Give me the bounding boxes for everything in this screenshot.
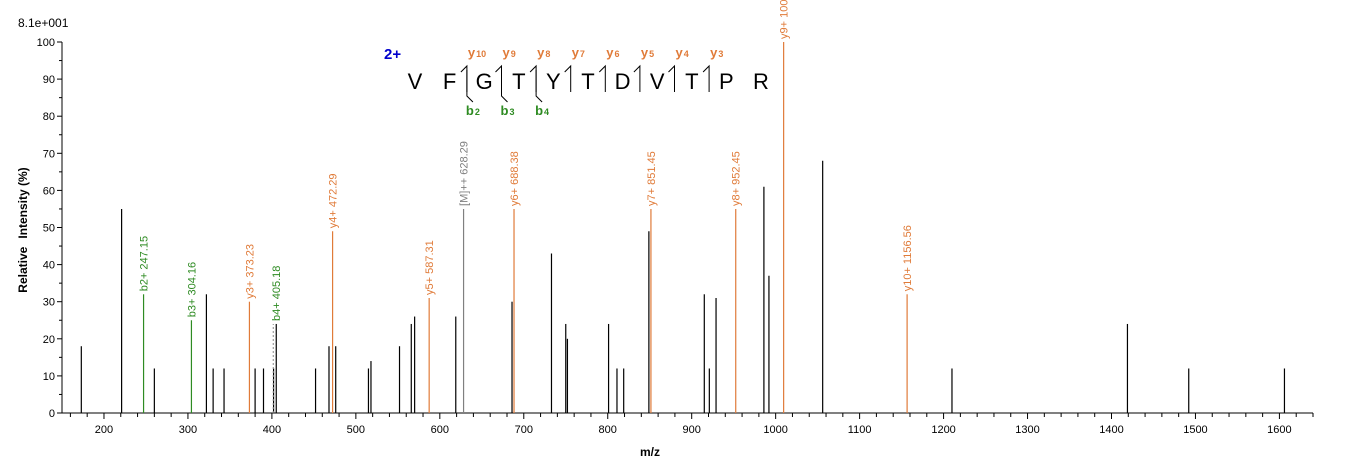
intensity-scale-label: 8.1e+001 (18, 16, 69, 30)
y-tick-label: 20 (43, 334, 55, 346)
y-tick-label: 100 (37, 37, 55, 49)
x-tick-label: 1600 (1267, 424, 1291, 436)
peak-label: y7+ 851.45 (646, 151, 658, 206)
sequence-letter: P (719, 69, 734, 94)
sequence-letter: T (685, 69, 698, 94)
peaks-layer (80, 160, 1286, 413)
svg-text:RelativeIntensity (%): Relative Intensity (%) (16, 167, 30, 292)
sequence-letter: R (753, 69, 769, 94)
b-ion-bracket (535, 70, 543, 103)
peak-label: y5+ 587.31 (424, 240, 436, 295)
x-tick-label: 1100 (848, 424, 872, 436)
peak-label: b4+ 405.18 (271, 266, 283, 321)
b-ion-label: b3 (501, 103, 515, 118)
y-tick-label: 60 (43, 185, 55, 197)
sequence-letter: F (443, 69, 456, 94)
y-ion-bracket (633, 64, 641, 92)
y-tick-label: 40 (43, 260, 55, 272)
sequence-letter: V (650, 69, 665, 94)
b-ion-bracket (466, 70, 474, 103)
b-ion-bracket (501, 70, 508, 103)
axes: 0 10 20 30 40 50 60 70 80 90 100 200 300 400 500 600 700… (37, 37, 1314, 436)
x-tick-label: 400 (263, 424, 281, 436)
y-tick-label: 30 (43, 297, 55, 309)
peak-label: [M]++ 628.29 (459, 141, 471, 206)
peak-label: y6+ 688.38 (509, 151, 521, 206)
x-tick-label: 1000 (763, 424, 787, 436)
y-ion-label: y9 (503, 45, 516, 60)
y-ion-label: y7 (572, 45, 585, 60)
x-tick-label: 700 (515, 424, 533, 436)
x-tick-label: 200 (95, 424, 113, 436)
peak-label: y10+ 1156.56 (902, 225, 914, 291)
y-axis-title: Relative Intensity (%) (16, 167, 30, 292)
y-ion-bracket (564, 64, 572, 92)
y-tick-label: 0 (49, 408, 55, 420)
sequence-letter: V (408, 69, 423, 94)
y-ion-bracket (495, 64, 502, 92)
y-tick-label: 10 (43, 371, 55, 383)
y-tick-label: 70 (43, 148, 55, 160)
y-ion-bracket (598, 64, 606, 92)
annotated-peaks-layer: b2+ 247.15 b3+ 304.16 b4+ 405.18 y3+ 373.23… (139, 0, 914, 413)
y-ion-label: y4 (676, 45, 689, 60)
y-ion-label: y3 (710, 45, 723, 60)
sequence-letter: T (581, 69, 594, 94)
peak-label: y3+ 373.23 (244, 244, 256, 299)
sequence-letter: D (615, 69, 631, 94)
y-axis-title-part2: Intensity (%) (16, 167, 30, 238)
x-tick-label: 1400 (1099, 424, 1123, 436)
x-tick-label: 900 (683, 424, 701, 436)
y-ion-bracket (529, 64, 537, 92)
x-tick-label: 1300 (1015, 424, 1039, 436)
x-tick-label: 1500 (1183, 424, 1207, 436)
b-ion-label: b4 (535, 103, 549, 118)
y-tick-label: 80 (43, 111, 55, 123)
y-ion-label: y8 (537, 45, 550, 60)
x-tick-label: 800 (599, 424, 617, 436)
peak-label: y4+ 472.29 (328, 173, 340, 228)
peak-label: b3+ 304.16 (186, 262, 198, 317)
peak-label: b2+ 247.15 (139, 236, 151, 291)
y-ion-bracket (460, 64, 468, 92)
y-tick-label: 90 (43, 74, 55, 86)
sequence-letter: T (512, 69, 525, 94)
y-axis-title-part1: Relative (16, 246, 30, 292)
sequence-letter: G (476, 69, 493, 94)
x-tick-label: 600 (431, 424, 449, 436)
peak-label: y9+ 1009.5 (779, 0, 791, 39)
x-tick-label: 1200 (931, 424, 955, 436)
peak-label: y8+ 952.45 (731, 151, 743, 206)
x-tick-label: 300 (179, 424, 197, 436)
y-tick-label: 50 (43, 223, 55, 235)
x-tick-label: 500 (347, 424, 365, 436)
y-ion-bracket (702, 64, 710, 92)
y-ion-label: y10 (468, 45, 486, 60)
sequence-letter: Y (546, 69, 561, 94)
charge-state: 2+ (384, 46, 401, 63)
y-ion-bracket (668, 64, 675, 92)
x-axis-title: m/z (640, 445, 660, 459)
y-ion-label: y6 (606, 45, 619, 60)
y-ion-label: y5 (641, 45, 654, 60)
b-ion-label: b2 (466, 103, 480, 118)
